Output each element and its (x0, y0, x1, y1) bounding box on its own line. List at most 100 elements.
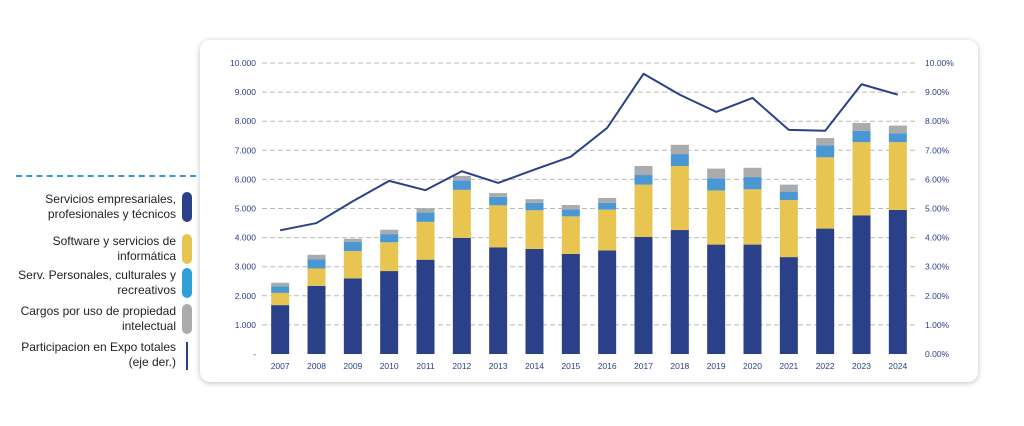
bar-segment (452, 175, 471, 181)
y-right-tick-label: 9.00% (925, 87, 950, 97)
y-right-tick-label: 5.00% (925, 204, 950, 214)
legend-item-personales: Serv. Personales, culturales y recreativ… (18, 268, 198, 298)
bar-segment (816, 145, 835, 158)
bar-segment (416, 212, 435, 222)
bar-segment (489, 247, 508, 354)
legend-divider (16, 175, 196, 177)
bar-segment (343, 238, 362, 242)
y-right-tick-label: 0.00% (925, 349, 950, 359)
bar-segment (816, 157, 835, 229)
x-tick-label: 2016 (598, 361, 617, 371)
bar-segment (307, 259, 326, 269)
bar-segment (380, 234, 399, 243)
y-left-tick-label: 4.000 (235, 233, 257, 243)
bar-segment (888, 125, 907, 134)
legend-swatch (182, 268, 192, 298)
x-tick-label: 2022 (816, 361, 835, 371)
bar-segment (670, 230, 689, 354)
bar-segment (561, 216, 580, 254)
bar-segment (779, 191, 798, 201)
bar-segment (598, 198, 617, 203)
bar-segment (489, 196, 508, 206)
y-left-tick-label: 2.000 (235, 291, 257, 301)
x-tick-label: 2021 (779, 361, 798, 371)
x-tick-label: 2009 (343, 361, 362, 371)
legend-item-propiedad: Cargos por uso de propiedad intelectual (20, 304, 198, 334)
bar-segment (816, 138, 835, 146)
bar-segment (634, 166, 653, 176)
bar-segment (707, 168, 726, 179)
chart-card: - 1.000 2.000 3.000 4.000 5.000 6.000 7.000 8.00… (200, 40, 978, 382)
bar-segment (489, 193, 508, 197)
legend-label: Servicios empresariales, profesionales y… (45, 192, 176, 221)
bar-segment (561, 253, 580, 354)
bar-segment (380, 242, 399, 272)
x-tick-label: 2020 (743, 361, 762, 371)
bar-segment (343, 278, 362, 354)
y-left-tick-label: 9.000 (235, 87, 257, 97)
bar-segment (307, 254, 326, 260)
bar-segment (743, 177, 762, 190)
bar-segment (779, 200, 798, 258)
bar-segment (525, 202, 544, 211)
bar-segment (598, 202, 617, 210)
y-left-tick-label: 5.000 (235, 204, 257, 214)
bar-segment (307, 285, 326, 354)
bar-segment (271, 282, 290, 287)
y-right-tick-label: 1.00% (925, 320, 950, 330)
bar-segment (561, 205, 580, 210)
x-tick-label: 2014 (525, 361, 544, 371)
bar-segment (452, 237, 471, 354)
y-left-tick-label: 6.000 (235, 174, 257, 184)
legend-label: Participacion en Expo totales (eje der.) (21, 340, 176, 369)
bar-segment (525, 210, 544, 249)
y-left-tick-label: - (253, 349, 256, 359)
x-tick-label: 2023 (852, 361, 871, 371)
legend-line-swatch (186, 342, 188, 370)
y-right-tick-label: 3.00% (925, 262, 950, 272)
x-tick-label: 2018 (670, 361, 689, 371)
x-tick-label: 2012 (452, 361, 471, 371)
bar-segment (743, 244, 762, 354)
chart: - 1.000 2.000 3.000 4.000 5.000 6.000 7.000 8.00… (230, 58, 954, 371)
y-right-tick-label: 6.00% (925, 174, 950, 184)
y-right-tick-label: 2.00% (925, 291, 950, 301)
bar-segment (743, 189, 762, 245)
bar-segment (416, 259, 435, 354)
legend-swatch (182, 304, 192, 334)
bar-segment (380, 271, 399, 354)
y-right-tick-label: 7.00% (925, 145, 950, 155)
x-tick-label: 2013 (489, 361, 508, 371)
bar-segment (852, 122, 871, 131)
x-tick-label: 2010 (380, 361, 399, 371)
legend-label: Cargos por uso de propiedad intelectual (20, 304, 176, 333)
bar-segment (271, 305, 290, 354)
bar-segment (271, 286, 290, 293)
bar-segment (489, 205, 508, 248)
legend-item-software: Software y servicios de informática (20, 234, 198, 264)
bar-segment (670, 154, 689, 167)
legend-label: Serv. Personales, culturales y recreativ… (18, 268, 176, 297)
x-tick-label: 2017 (634, 361, 653, 371)
bar-segment (707, 190, 726, 245)
x-tick-label: 2019 (707, 361, 726, 371)
bar-segment (634, 237, 653, 354)
bar-segment (852, 142, 871, 216)
bar-segment (634, 184, 653, 238)
y-left-tick-label: 8.000 (235, 116, 257, 126)
bar-segment (271, 292, 290, 306)
bar-segment (743, 167, 762, 178)
y-left-tick-label: 1.000 (235, 320, 257, 330)
bar-segment (598, 250, 617, 354)
bar-segment (888, 142, 907, 210)
bar-segment (707, 244, 726, 354)
bar-segment (343, 250, 362, 279)
bar-segment (416, 221, 435, 260)
bar-segment (670, 166, 689, 231)
bar-segment (888, 133, 907, 143)
bar-segment (307, 268, 326, 286)
bar-segment (852, 215, 871, 354)
x-tick-label: 2015 (561, 361, 580, 371)
bar-segment (525, 199, 544, 203)
bar-segment (561, 209, 580, 217)
